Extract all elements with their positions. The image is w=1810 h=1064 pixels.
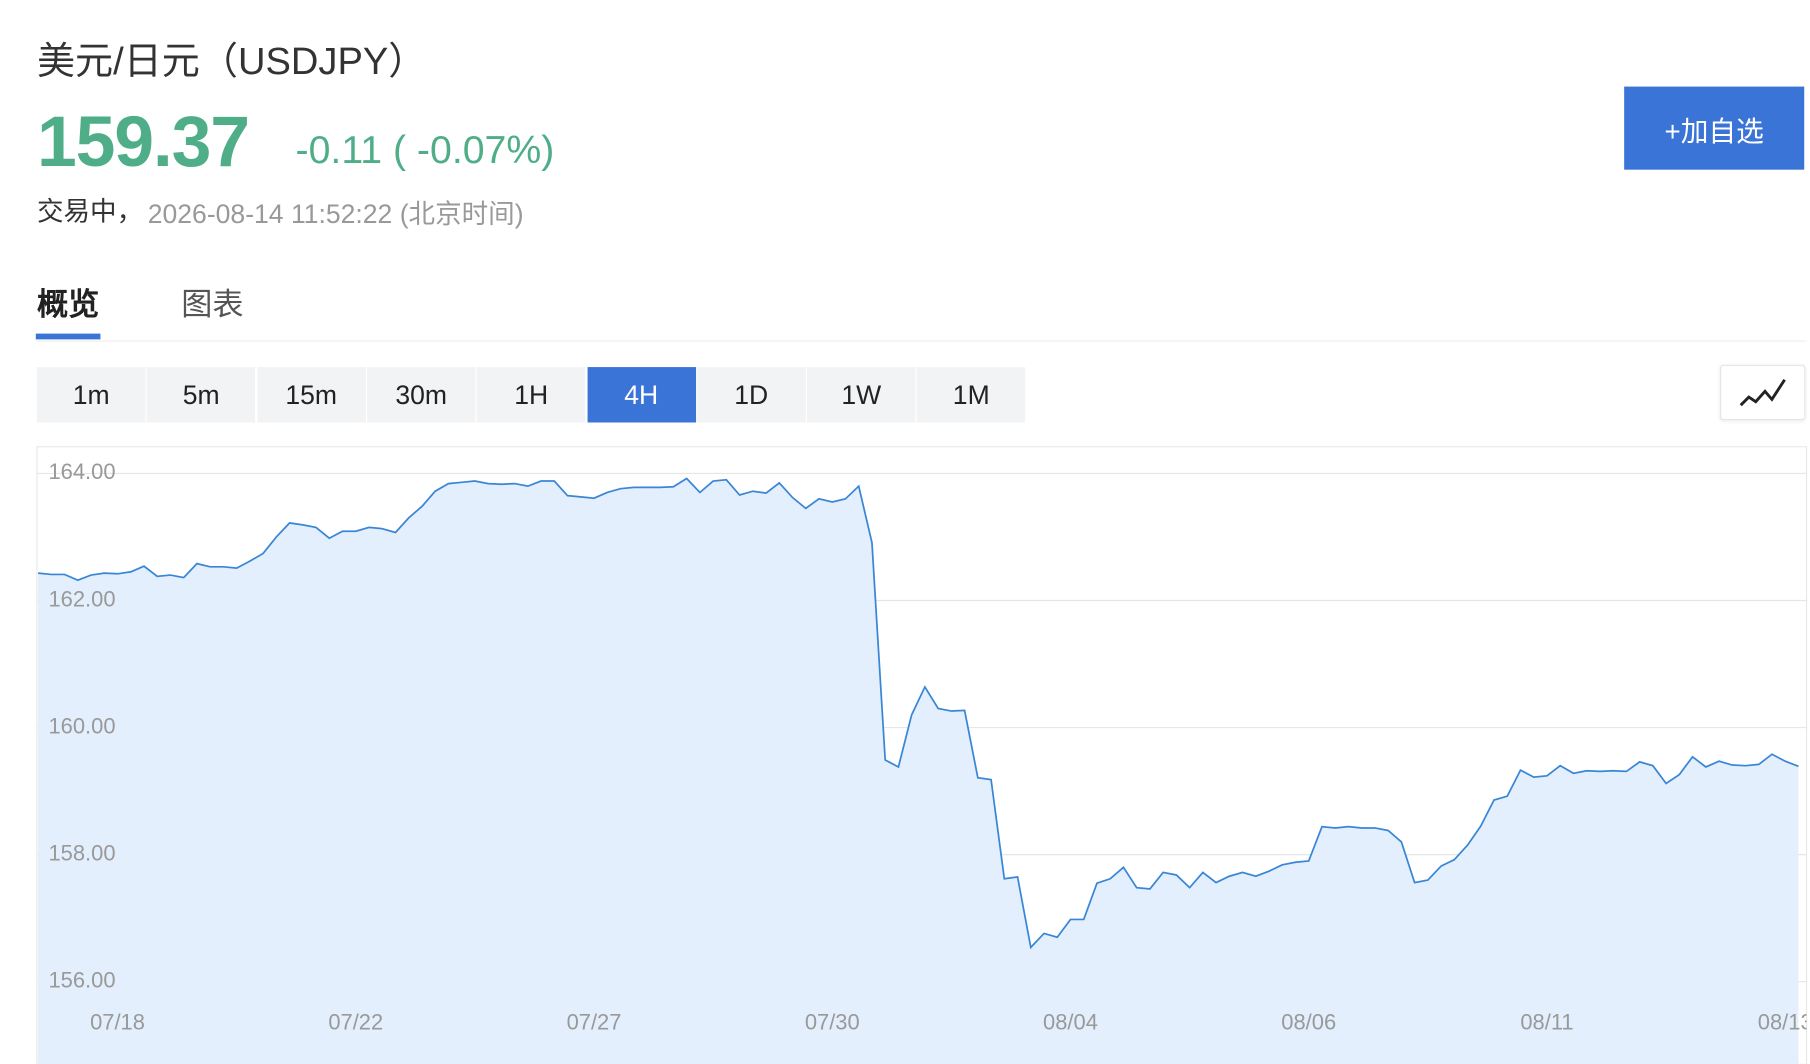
line: [38, 477, 1799, 950]
status: 交易中，: [36, 196, 144, 227]
period-button[interactable]: 1D: [696, 367, 806, 423]
chart-type-button[interactable]: [1719, 364, 1806, 421]
period-button[interactable]: 15m: [256, 367, 366, 423]
tab-divider: [36, 340, 1807, 342]
price-change: -0.11 ( -0.07%): [295, 128, 555, 172]
y-tick-label: 162.00: [48, 586, 115, 611]
price: 159.37: [36, 102, 250, 183]
x-tick-label: 07/22: [328, 1010, 383, 1035]
y-tick-label: 156.00: [48, 968, 115, 993]
period-button[interactable]: 1m: [36, 367, 146, 423]
x-tick-label: 08/04: [1043, 1010, 1098, 1035]
tab[interactable]: 概览: [36, 287, 100, 323]
period-button[interactable]: 30m: [366, 367, 476, 423]
x-tick-label: 07/27: [567, 1010, 622, 1035]
area: [38, 478, 1799, 1064]
add-watchlist-button[interactable]: +加自选: [1624, 86, 1805, 170]
title: 美元/日元（USDJPY）: [36, 39, 427, 82]
y-tick-label: 164.00: [48, 459, 115, 484]
tab[interactable]: 图表: [181, 287, 244, 323]
x-tick-label: 08/11: [1520, 1010, 1573, 1035]
x-tick-label: 07/30: [805, 1010, 860, 1035]
tab-indicator: [35, 333, 101, 340]
y-tick-label: 158.00: [48, 840, 115, 865]
period-button[interactable]: 1W: [806, 367, 916, 423]
x-tick-label: 07/18: [90, 1010, 145, 1035]
period-button[interactable]: 1H: [476, 367, 586, 423]
period-button[interactable]: 4H: [586, 367, 696, 423]
period-button[interactable]: 1M: [916, 367, 1026, 423]
x-tick-label: 08/06: [1281, 1010, 1336, 1035]
plot: 156.00 158.00 160.00 162.00 164.00 07/18 07/22…: [36, 459, 1810, 1064]
plot-frame: [36, 446, 1808, 1064]
chart-type-icon: [1739, 378, 1786, 407]
x-tick-label: 08/13: [1758, 1010, 1810, 1035]
period-button[interactable]: 5m: [146, 367, 256, 423]
y-tick-label: 160.00: [48, 713, 115, 738]
timestamp: 2026-08-14 11:52:22 (北京时间): [147, 198, 524, 229]
